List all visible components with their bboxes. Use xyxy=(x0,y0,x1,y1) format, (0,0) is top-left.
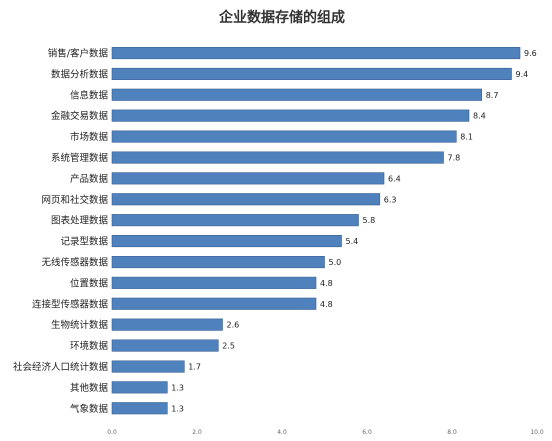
bars-group xyxy=(111,46,521,415)
category-label: 销售/客户数据 xyxy=(48,48,109,60)
bar xyxy=(111,46,521,60)
category-label: 信息数据 xyxy=(70,89,109,101)
value-label: 1.3 xyxy=(171,404,184,413)
value-label: 4.8 xyxy=(320,300,333,309)
value-label: 2.5 xyxy=(222,342,235,351)
bar xyxy=(111,360,185,373)
value-label: 9.4 xyxy=(516,70,529,79)
bar xyxy=(111,402,168,415)
category-label: 图表处理数据 xyxy=(51,215,109,227)
bar xyxy=(111,172,385,185)
value-label: 1.7 xyxy=(188,363,201,372)
bar xyxy=(111,318,223,331)
bar xyxy=(111,381,168,394)
bar xyxy=(111,214,359,227)
category-label: 气象数据 xyxy=(70,403,109,415)
value-label: 9.6 xyxy=(524,49,537,58)
category-label: 系统管理数据 xyxy=(51,152,109,164)
x-tick-label: 10.0 xyxy=(530,429,544,436)
bar xyxy=(111,67,512,80)
value-label: 8.4 xyxy=(473,112,486,121)
value-label: 4.8 xyxy=(320,279,333,288)
category-label: 环境数据 xyxy=(70,340,109,352)
chart-title: 企业数据存储的组成 xyxy=(218,9,345,26)
value-label: 5.0 xyxy=(329,258,342,267)
value-label: 1.3 xyxy=(171,383,184,392)
category-label: 生物统计数据 xyxy=(51,319,109,331)
category-label: 记录型数据 xyxy=(60,236,108,248)
x-tick-label: 6.0 xyxy=(362,429,372,436)
category-labels-group: 销售/客户数据数据分析数据信息数据金融交易数据市场数据系统管理数据产品数据网页和… xyxy=(13,48,109,415)
category-label: 市场数据 xyxy=(70,131,109,143)
value-label: 7.8 xyxy=(448,154,461,163)
value-label: 5.8 xyxy=(363,216,376,225)
category-label: 网页和社交数据 xyxy=(41,194,108,206)
category-label: 数据分析数据 xyxy=(51,68,109,80)
bar xyxy=(111,193,381,206)
bar xyxy=(111,339,219,352)
bar xyxy=(111,255,325,269)
value-label: 6.4 xyxy=(388,174,401,183)
category-label: 金融交易数据 xyxy=(51,110,109,122)
category-label: 社会经济人口统计数据 xyxy=(13,361,109,373)
bar xyxy=(111,109,470,122)
bar xyxy=(111,88,483,101)
value-labels-group: 9.6 9.4 8.7 8.4 8.1 7.8 6.4 6.3 5.8 5.4 5.0 4.8 4.8 2… xyxy=(171,49,536,413)
value-label: 8.1 xyxy=(460,133,473,142)
x-tick-label: 4.0 xyxy=(277,429,287,436)
category-label: 无线传感器数据 xyxy=(41,257,108,269)
bar xyxy=(111,130,457,143)
value-label: 8.7 xyxy=(486,91,499,100)
category-label: 其他数据 xyxy=(70,382,109,394)
value-label: 6.3 xyxy=(384,195,397,204)
value-label: 5.4 xyxy=(346,237,359,246)
category-label: 连接型传感器数据 xyxy=(32,298,109,310)
bar xyxy=(111,235,342,248)
x-tick-label: 8.0 xyxy=(447,429,457,436)
x-tick-label: 2.0 xyxy=(192,429,202,436)
x-tick-label: 0.0 xyxy=(107,429,117,436)
value-label: 2.6 xyxy=(227,321,240,330)
x-axis-ticks-group: 0.0 2.0 4.0 6.0 8.0 10.0 xyxy=(107,429,544,436)
bar xyxy=(111,297,317,310)
bar xyxy=(111,151,444,164)
category-label: 位置数据 xyxy=(70,277,109,289)
bar xyxy=(111,276,317,289)
category-label: 产品数据 xyxy=(70,173,109,185)
